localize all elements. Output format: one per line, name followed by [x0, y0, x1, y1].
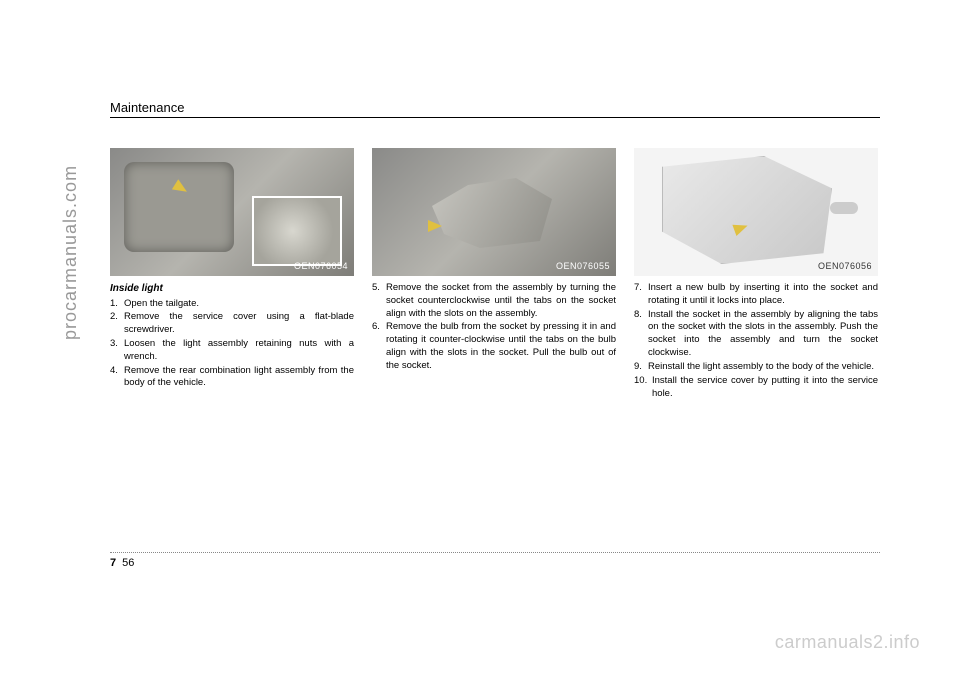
step-number: 1.	[110, 298, 124, 311]
list-item: 5.Remove the socket from the assembly by…	[372, 282, 616, 320]
figure-3-bulb	[830, 202, 858, 214]
figure-3-taillight	[662, 156, 832, 264]
page-content: Maintenance OEN076054 Inside light 1.Ope…	[110, 100, 880, 401]
step-number: 8.	[634, 309, 648, 360]
bottom-watermark: carmanuals2.info	[775, 632, 920, 653]
step-text: Remove the socket from the assembly by t…	[386, 282, 616, 320]
figure-1-inset	[252, 196, 342, 266]
figure-1-panel	[124, 162, 234, 252]
step-text: Remove the bulb from the socket by press…	[386, 321, 616, 372]
step-number: 2.	[110, 311, 124, 337]
step-number: 5.	[372, 282, 386, 320]
step-number: 7.	[634, 282, 648, 308]
list-item: 9.Reinstall the light assembly to the bo…	[634, 361, 878, 374]
list-item: 2.Remove the service cover using a flat-…	[110, 311, 354, 337]
step-number: 6.	[372, 321, 386, 372]
step-text: Open the tailgate.	[124, 298, 354, 311]
figure-2-arrow-icon	[428, 220, 442, 232]
step-number: 9.	[634, 361, 648, 374]
chapter-number: 7	[110, 557, 116, 569]
list-item: 4.Remove the rear combination light asse…	[110, 365, 354, 391]
step-text: Reinstall the light assembly to the body…	[648, 361, 878, 374]
col1-steps: 1.Open the tailgate. 2.Remove the servic…	[110, 298, 354, 391]
figure-2-hand	[432, 178, 552, 248]
step-text: Install the service cover by putting it …	[652, 375, 878, 401]
step-number: 3.	[110, 338, 124, 364]
step-number: 4.	[110, 365, 124, 391]
figure-3: OEN076056	[634, 148, 878, 276]
list-item: 3.Loosen the light assembly retaining nu…	[110, 338, 354, 364]
step-text: Remove the rear combination light assemb…	[124, 365, 354, 391]
figure-3-label: OEN076056	[818, 260, 872, 272]
step-text: Remove the service cover using a flat-bl…	[124, 311, 354, 337]
col1-subhead: Inside light	[110, 282, 354, 296]
step-number: 10.	[634, 375, 652, 401]
column-2: OEN076055 5.Remove the socket from the a…	[372, 148, 616, 401]
list-item: 6.Remove the bulb from the socket by pre…	[372, 321, 616, 372]
columns: OEN076054 Inside light 1.Open the tailga…	[110, 148, 880, 401]
figure-2: OEN076055	[372, 148, 616, 276]
figure-2-label: OEN076055	[556, 260, 610, 272]
page-footer: 7 56	[110, 552, 880, 569]
column-3: OEN076056 7.Insert a new bulb by inserti…	[634, 148, 878, 401]
list-item: 1.Open the tailgate.	[110, 298, 354, 311]
sidebar-watermark: procarmanuals.com	[60, 165, 81, 340]
step-text: Loosen the light assembly retaining nuts…	[124, 338, 354, 364]
header-rule: Maintenance	[110, 100, 880, 118]
section-title: Maintenance	[110, 100, 880, 115]
step-text: Insert a new bulb by inserting it into t…	[648, 282, 878, 308]
figure-1-label: OEN076054	[294, 260, 348, 272]
list-item: 8.Install the socket in the assembly by …	[634, 309, 878, 360]
page-number: 56	[122, 557, 134, 569]
list-item: 7.Insert a new bulb by inserting it into…	[634, 282, 878, 308]
figure-1: OEN076054	[110, 148, 354, 276]
page-numbers: 7 56	[110, 557, 880, 569]
list-item: 10.Install the service cover by putting …	[634, 375, 878, 401]
step-text: Install the socket in the assembly by al…	[648, 309, 878, 360]
col2-steps: 5.Remove the socket from the assembly by…	[372, 282, 616, 373]
col3-steps: 7.Insert a new bulb by inserting it into…	[634, 282, 878, 400]
column-1: OEN076054 Inside light 1.Open the tailga…	[110, 148, 354, 401]
